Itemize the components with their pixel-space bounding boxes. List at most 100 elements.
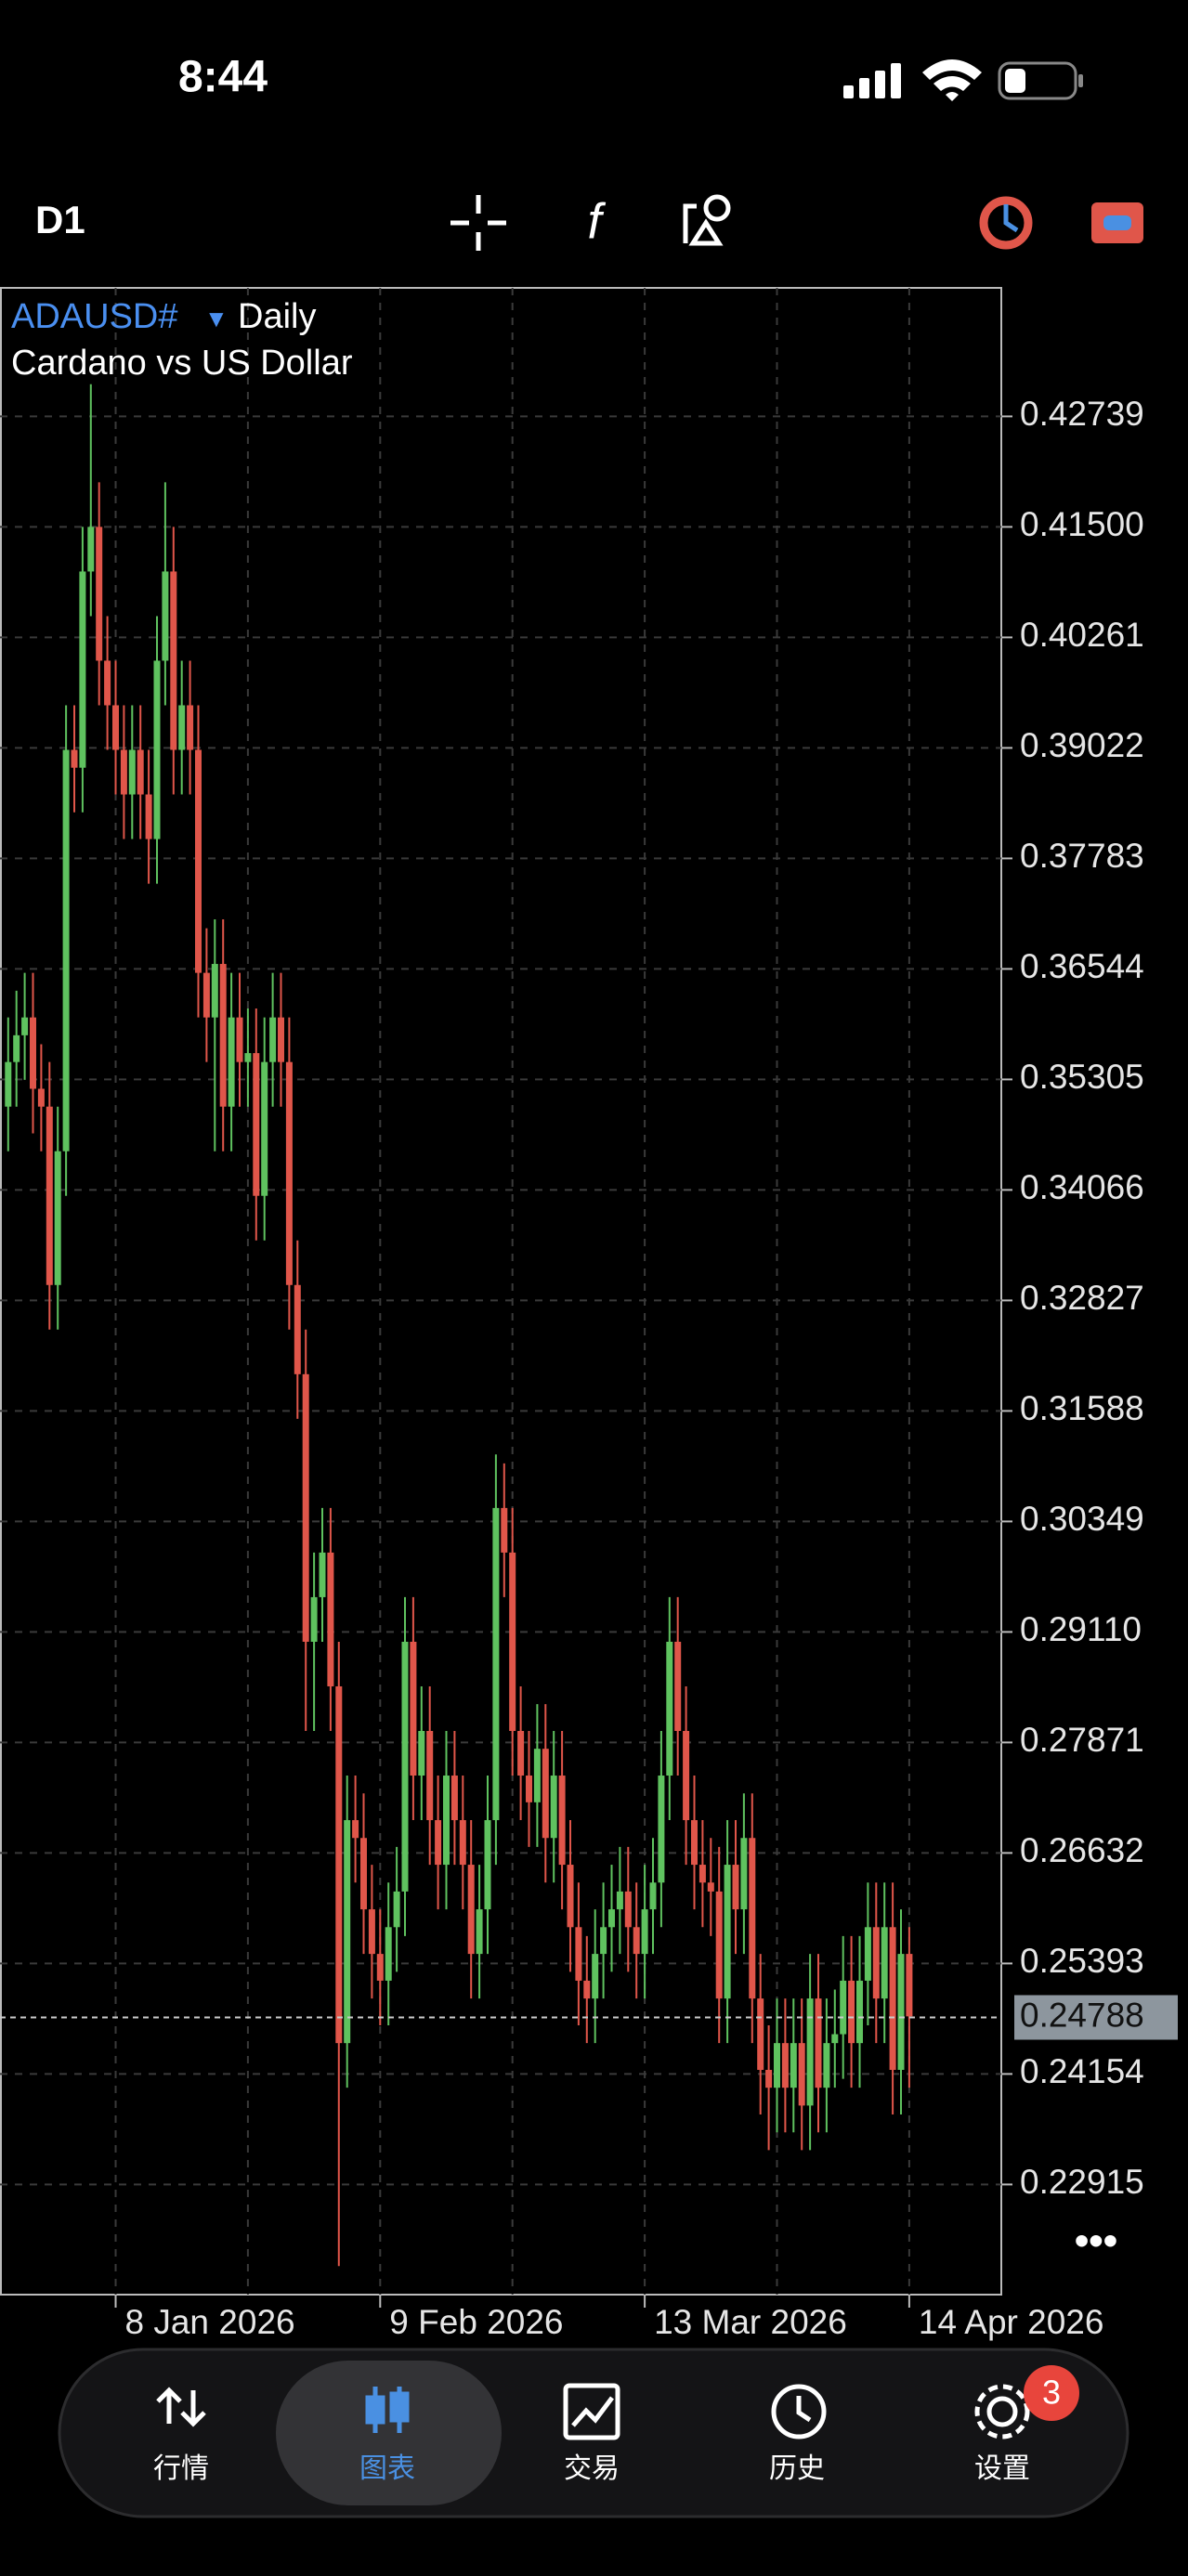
candle-body	[856, 1980, 863, 2044]
candle-body	[550, 1776, 557, 1839]
candle-body	[757, 1998, 764, 2070]
candle-body	[790, 2043, 797, 2088]
candle-body	[749, 1838, 756, 1999]
candle-body	[310, 1596, 318, 1642]
candle-body	[120, 749, 127, 795]
candle-body	[666, 1641, 673, 1776]
candle-body	[583, 1980, 591, 1999]
candle-body	[765, 2069, 773, 2088]
tab-label[interactable]: 历史	[769, 2453, 825, 2484]
candle-body	[178, 705, 186, 750]
candle-body	[592, 1954, 599, 1999]
x-tick-label: 14 Apr 2026	[919, 2303, 1104, 2341]
candle-body	[335, 1685, 343, 2044]
y-tick-label: 0.25393	[1020, 1942, 1144, 1980]
period: Daily	[238, 297, 316, 336]
candle-body	[137, 749, 144, 795]
x-tick-label: 9 Feb 2026	[389, 2303, 563, 2341]
y-tick-label: 0.31588	[1020, 1389, 1144, 1427]
tab-label[interactable]: 图表	[359, 2453, 415, 2484]
y-tick-label: 0.42739	[1020, 395, 1144, 433]
candle-body	[459, 1820, 466, 1866]
candle-body	[443, 1776, 450, 1866]
candle-body	[302, 1373, 309, 1642]
candle-body	[509, 1552, 516, 1731]
candle-body	[476, 1909, 483, 1955]
candle-body	[62, 749, 70, 1151]
candle-body	[840, 1980, 847, 2035]
candle-body	[501, 1507, 508, 1553]
svg-text:f: f	[587, 193, 606, 249]
tab-bar	[58, 2348, 1129, 2518]
toolbar-icons[interactable]: f	[450, 193, 1143, 251]
candle-body	[484, 1820, 491, 1910]
candle-body	[327, 1552, 334, 1686]
candle-body	[71, 749, 78, 768]
candle-body	[104, 660, 111, 706]
candle-body	[187, 705, 194, 750]
y-tick-label: 0.39022	[1020, 726, 1144, 764]
y-tick-label: 0.26632	[1020, 1831, 1144, 1869]
badge	[1024, 2365, 1079, 2421]
candle-body	[401, 1641, 409, 1892]
y-tick-label: 0.37783	[1020, 837, 1144, 875]
candle-body	[683, 1730, 690, 1821]
badge-count: 3	[1042, 2374, 1061, 2412]
candle-body	[707, 1882, 714, 1892]
status-icons	[843, 59, 1083, 101]
tab-label[interactable]: 行情	[153, 2453, 209, 2484]
candle-body	[319, 1552, 326, 1597]
candle-body	[492, 1507, 500, 1821]
candle-body	[195, 749, 202, 973]
candle-body	[633, 1927, 640, 1955]
candle-body	[410, 1641, 417, 1776]
tab-label[interactable]: 设置	[974, 2453, 1030, 2484]
candle-body	[376, 1954, 384, 1981]
candle-body	[162, 571, 169, 661]
candle-body	[128, 749, 136, 795]
candle-body	[435, 1820, 442, 1866]
x-tick-label: 13 Mar 2026	[654, 2303, 847, 2341]
candle-body	[517, 1730, 525, 1776]
candle-body	[418, 1730, 425, 1776]
candle-body	[5, 1061, 12, 1107]
y-tick-label: 0.34066	[1020, 1168, 1144, 1206]
candle-body	[37, 1088, 45, 1107]
symbol-dropdown[interactable]: ▼	[204, 305, 228, 332]
timeframe[interactable]: D1	[35, 198, 85, 241]
candle-body	[21, 1017, 29, 1035]
candle-body	[54, 1151, 61, 1285]
candle-body	[698, 1865, 706, 1883]
candle-body	[368, 1909, 375, 1955]
candle-body	[649, 1882, 657, 1910]
y-tick-label: 0.40261	[1020, 616, 1144, 654]
last-price-box	[1014, 1995, 1178, 2040]
description: Cardano vs US Dollar	[11, 344, 353, 383]
candle-body	[889, 1927, 896, 2070]
candle-body	[211, 964, 218, 1018]
candle-body	[848, 1980, 855, 2044]
tab-label[interactable]: 交易	[564, 2453, 620, 2484]
last-price-label: 0.24788	[1020, 1996, 1144, 2034]
candle-body	[740, 1838, 748, 1910]
candle-body	[872, 1927, 880, 1999]
y-tick-label: 0.29110	[1020, 1610, 1142, 1648]
x-tick-label: 8 Jan 2026	[125, 2303, 295, 2341]
symbol[interactable]: ADAUSD#	[11, 297, 178, 336]
y-tick-label: 0.27871	[1020, 1721, 1144, 1759]
candle-body	[558, 1776, 566, 1866]
candle-body	[608, 1909, 615, 1928]
candle-body	[344, 1820, 351, 2044]
y-tick-label: 0.24154	[1020, 2052, 1144, 2090]
candle-body	[567, 1865, 574, 1928]
status-time: 8:44	[178, 53, 268, 102]
candle-body	[624, 1891, 632, 1928]
candle-body	[774, 2043, 780, 2088]
y-tick-label: 0.41500	[1020, 505, 1144, 543]
candle-body	[616, 1891, 623, 1910]
candle-body	[831, 2034, 839, 2044]
candle-body	[202, 972, 210, 1018]
more-menu[interactable]: •••	[1075, 2218, 1117, 2264]
